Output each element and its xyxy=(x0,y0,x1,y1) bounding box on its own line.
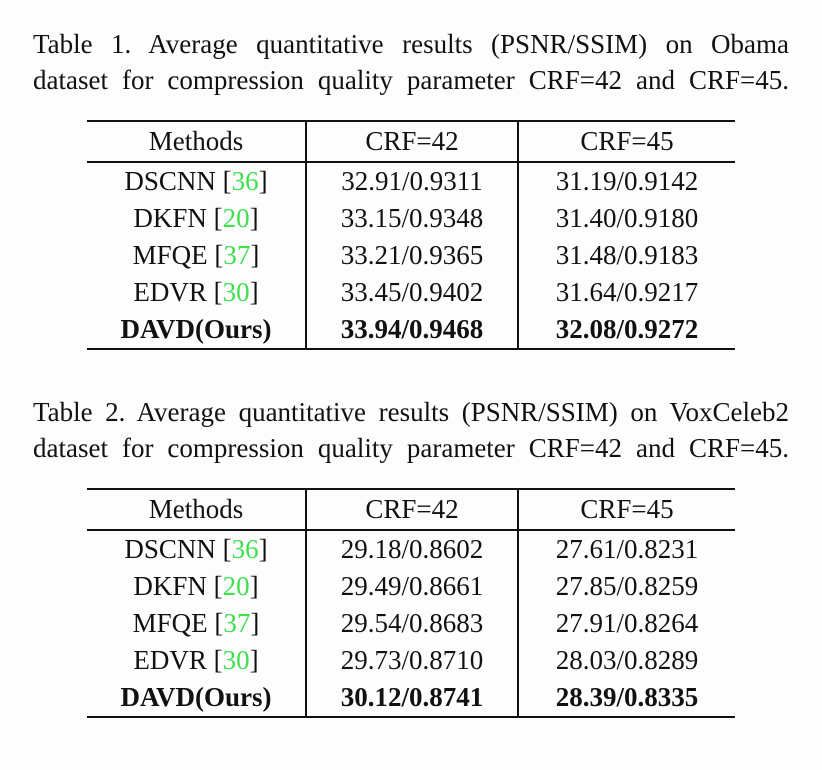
crf42-cell: 33.21/0.9365 xyxy=(305,237,518,274)
method-cell: DKFN [20] xyxy=(133,571,259,601)
table-row: DAVD(Ours) 30.12/0.8741 28.39/0.8335 xyxy=(87,679,735,717)
table-row: DAVD(Ours) 33.94/0.9468 32.08/0.9272 xyxy=(87,311,735,349)
table-header-row: Methods CRF=42 CRF=45 xyxy=(87,121,735,163)
method-cell: DAVD(Ours) xyxy=(120,314,272,344)
method-cell: EDVR [30] xyxy=(133,645,259,675)
col-header-methods: Methods xyxy=(87,489,306,531)
table-header-row: Methods CRF=42 CRF=45 xyxy=(87,489,735,531)
citation-ref: 20 xyxy=(222,571,250,601)
table-body: DSCNN [36] 29.18/0.8602 27.61/0.8231 DKFN [… xyxy=(87,530,735,717)
method-cell: DSCNN [36] xyxy=(124,166,268,196)
crf42-cell: 29.18/0.8602 xyxy=(305,530,518,568)
crf42-cell: 32.91/0.9311 xyxy=(305,162,518,200)
crf42-cell: 29.54/0.8683 xyxy=(305,605,518,642)
table-row: DSCNN [36] 32.91/0.9311 31.19/0.9142 xyxy=(87,162,735,200)
method-cell: DAVD(Ours) xyxy=(120,682,272,712)
table-row: EDVR [30] 33.45/0.9402 31.64/0.9217 xyxy=(87,274,735,311)
method-cell: DKFN [20] xyxy=(133,203,259,233)
table-1-caption: Table 1. Average quantitative results (P… xyxy=(33,26,789,98)
caption-line-1: Table 1. Average quantitative results (P… xyxy=(33,29,789,59)
caption-line-1: Table 2. Average quantitative results (P… xyxy=(33,397,789,427)
crf45-cell: 27.61/0.8231 xyxy=(517,530,735,568)
citation-ref: 30 xyxy=(222,645,250,675)
citation-ref: 37 xyxy=(223,240,251,270)
table-row: EDVR [30] 29.73/0.8710 28.03/0.8289 xyxy=(87,642,735,679)
citation-ref: 36 xyxy=(231,534,259,564)
crf45-cell: 31.40/0.9180 xyxy=(517,200,735,237)
crf45-cell: 27.85/0.8259 xyxy=(517,568,735,605)
crf45-cell: 31.19/0.9142 xyxy=(517,162,735,200)
table-1-section: Table 1. Average quantitative results (P… xyxy=(33,26,789,350)
table-row: DSCNN [36] 29.18/0.8602 27.61/0.8231 xyxy=(87,530,735,568)
col-header-methods: Methods xyxy=(87,121,306,163)
crf42-cell: 33.15/0.9348 xyxy=(305,200,518,237)
citation-ref: 20 xyxy=(222,203,250,233)
table-row: DKFN [20] 29.49/0.8661 27.85/0.8259 xyxy=(87,568,735,605)
crf42-cell: 29.73/0.8710 xyxy=(305,642,518,679)
table-body: DSCNN [36] 32.91/0.9311 31.19/0.9142 DKFN [… xyxy=(87,162,735,349)
citation-ref: 36 xyxy=(231,166,259,196)
paper-page: Table 1. Average quantitative results (P… xyxy=(33,26,789,718)
caption-line-2: dataset for compression quality paramete… xyxy=(33,433,789,463)
citation-ref: 37 xyxy=(223,608,251,638)
table-row: MFQE [37] 29.54/0.8683 27.91/0.8264 xyxy=(87,605,735,642)
caption-line-2: dataset for compression quality paramete… xyxy=(33,65,789,95)
crf45-cell: 31.64/0.9217 xyxy=(517,274,735,311)
crf42-cell: 33.94/0.9468 xyxy=(305,311,518,349)
col-header-crf42: CRF=42 xyxy=(305,121,518,163)
crf42-cell: 33.45/0.9402 xyxy=(305,274,518,311)
crf45-cell: 32.08/0.9272 xyxy=(517,311,735,349)
col-header-crf45: CRF=45 xyxy=(517,121,735,163)
method-cell: MFQE [37] xyxy=(132,608,260,638)
crf42-cell: 30.12/0.8741 xyxy=(305,679,518,717)
crf45-cell: 27.91/0.8264 xyxy=(517,605,735,642)
method-cell: EDVR [30] xyxy=(133,277,259,307)
method-cell: MFQE [37] xyxy=(132,240,260,270)
results-table-1: Methods CRF=42 CRF=45 DSCNN [36] 32.91/0.… xyxy=(87,120,735,350)
table-row: MFQE [37] 33.21/0.9365 31.48/0.9183 xyxy=(87,237,735,274)
table-row: DKFN [20] 33.15/0.9348 31.40/0.9180 xyxy=(87,200,735,237)
table-2-caption: Table 2. Average quantitative results (P… xyxy=(33,394,789,466)
table-2-section: Table 2. Average quantitative results (P… xyxy=(33,394,789,718)
crf45-cell: 28.39/0.8335 xyxy=(517,679,735,717)
col-header-crf45: CRF=45 xyxy=(517,489,735,531)
crf45-cell: 28.03/0.8289 xyxy=(517,642,735,679)
citation-ref: 30 xyxy=(222,277,250,307)
method-cell: DSCNN [36] xyxy=(124,534,268,564)
results-table-2: Methods CRF=42 CRF=45 DSCNN [36] 29.18/0.… xyxy=(87,488,735,718)
crf42-cell: 29.49/0.8661 xyxy=(305,568,518,605)
col-header-crf42: CRF=42 xyxy=(305,489,518,531)
crf45-cell: 31.48/0.9183 xyxy=(517,237,735,274)
